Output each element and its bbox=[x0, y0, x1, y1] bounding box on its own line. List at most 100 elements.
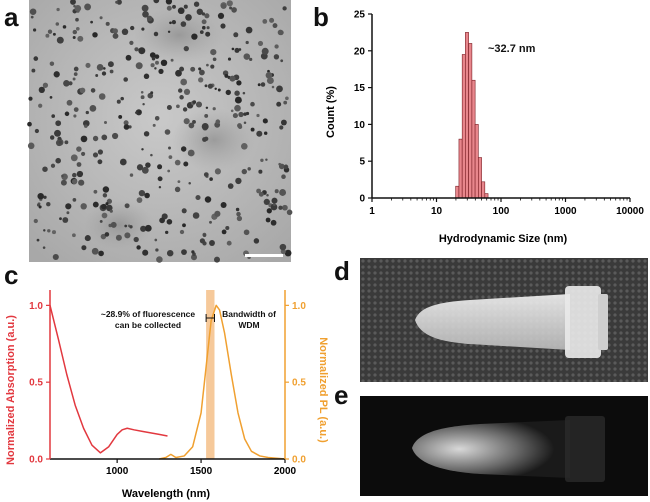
nanoparticle bbox=[138, 189, 146, 197]
nanoparticle bbox=[112, 28, 118, 34]
nanoparticle bbox=[165, 0, 173, 5]
nanoparticle bbox=[205, 106, 209, 110]
chart-c-annotation-right-1: Bandwidth of bbox=[222, 309, 276, 319]
nanoparticle bbox=[241, 168, 247, 175]
nanoparticle bbox=[265, 217, 271, 223]
nanoparticle bbox=[212, 57, 217, 62]
nanoparticle bbox=[79, 87, 86, 94]
nanoparticle bbox=[204, 84, 208, 88]
nanoparticle bbox=[157, 176, 163, 182]
nanoparticle bbox=[174, 159, 181, 166]
nanoparticle bbox=[84, 235, 91, 242]
nanoparticle bbox=[38, 103, 43, 108]
chart-b-x-tick-label: 100 bbox=[493, 206, 510, 217]
nanoparticle bbox=[62, 217, 69, 223]
nanoparticle bbox=[72, 172, 77, 178]
nanoparticle bbox=[262, 118, 268, 124]
chart-c-x-tick-label: 1500 bbox=[190, 466, 213, 477]
nanoparticle bbox=[176, 104, 180, 109]
nanoparticle bbox=[250, 101, 255, 107]
nanoparticle bbox=[238, 48, 242, 51]
nanoparticle bbox=[231, 7, 237, 13]
nanoparticle bbox=[43, 195, 47, 199]
nanoparticle bbox=[33, 218, 38, 224]
nanoparticle bbox=[142, 10, 149, 18]
nanoparticle bbox=[234, 96, 242, 104]
chart-b-y-tick-label: 20 bbox=[354, 46, 366, 57]
nanoparticle bbox=[144, 192, 150, 199]
nanoparticle bbox=[49, 135, 55, 140]
nanoparticle bbox=[71, 178, 78, 185]
chart-c-annotation-right-2: WDM bbox=[238, 320, 259, 330]
nanoparticle bbox=[191, 33, 198, 40]
photo-tube-nir bbox=[360, 396, 648, 496]
nanoparticle bbox=[66, 211, 70, 215]
nanoparticle bbox=[42, 246, 46, 249]
nanoparticle bbox=[221, 229, 227, 235]
nanoparticle bbox=[142, 249, 149, 256]
nanoparticle bbox=[243, 53, 251, 60]
nanoparticle bbox=[153, 0, 160, 4]
nanoparticle bbox=[232, 113, 238, 119]
nanoparticle bbox=[179, 229, 185, 235]
nanoparticle bbox=[278, 162, 282, 166]
nanoparticle bbox=[60, 179, 67, 186]
tube-glow bbox=[412, 420, 570, 478]
nanoparticle bbox=[73, 114, 77, 118]
tube-body bbox=[415, 294, 570, 350]
nanoparticle bbox=[192, 100, 197, 104]
nanoparticle bbox=[36, 238, 40, 242]
nanoparticle bbox=[143, 73, 150, 80]
nanoparticle bbox=[76, 162, 82, 167]
nanoparticle bbox=[155, 248, 159, 252]
tube-cap-dark bbox=[565, 416, 605, 482]
nanoparticle bbox=[81, 245, 87, 251]
nanoparticle bbox=[98, 250, 104, 257]
nanoparticle bbox=[78, 179, 85, 186]
nanoparticle bbox=[234, 90, 240, 96]
nanoparticle bbox=[229, 6, 233, 10]
nanoparticle bbox=[109, 209, 113, 213]
nanoparticle bbox=[54, 129, 61, 137]
nanoparticle bbox=[214, 210, 221, 217]
nanoparticle bbox=[100, 233, 107, 240]
nanoparticle bbox=[153, 31, 159, 37]
nanoparticle bbox=[214, 168, 221, 175]
nanoparticle bbox=[164, 129, 171, 135]
nanoparticle bbox=[90, 88, 96, 93]
nanoparticle bbox=[116, 99, 121, 104]
nanoparticle bbox=[261, 47, 269, 55]
nanoparticle bbox=[195, 194, 201, 201]
nanoparticle bbox=[180, 21, 187, 27]
nanoparticle bbox=[107, 61, 114, 68]
histogram-bar bbox=[458, 138, 463, 199]
nanoparticle bbox=[262, 19, 268, 24]
nanoparticle bbox=[231, 47, 235, 51]
nanoparticle bbox=[265, 72, 273, 79]
nanoparticle bbox=[277, 29, 284, 36]
nanoparticle bbox=[279, 243, 287, 251]
chart-c-y-tick-label-left: 1.0 bbox=[29, 301, 43, 312]
nanoparticle bbox=[167, 30, 171, 34]
nanoparticle bbox=[220, 3, 227, 9]
chart-b-annotation: ~32.7 nm bbox=[488, 43, 536, 55]
nanoparticle bbox=[124, 224, 128, 228]
nanoparticle bbox=[258, 169, 263, 174]
nanoparticle bbox=[123, 120, 129, 126]
nanoparticle bbox=[266, 208, 272, 214]
nanoparticle bbox=[80, 135, 88, 143]
nanoparticle bbox=[129, 40, 134, 46]
nanoparticle bbox=[198, 67, 202, 71]
nanoparticle bbox=[198, 77, 204, 83]
nanoparticle bbox=[205, 31, 211, 37]
tem-agglomerate bbox=[84, 200, 154, 250]
nanoparticle bbox=[95, 74, 99, 77]
nanoparticle bbox=[134, 111, 138, 114]
nanoparticle bbox=[136, 164, 144, 171]
nanoparticle bbox=[230, 109, 234, 113]
nanoparticle bbox=[63, 174, 67, 178]
nanoparticle bbox=[191, 250, 195, 254]
nanoparticle bbox=[121, 28, 129, 36]
nanoparticle bbox=[136, 197, 143, 203]
